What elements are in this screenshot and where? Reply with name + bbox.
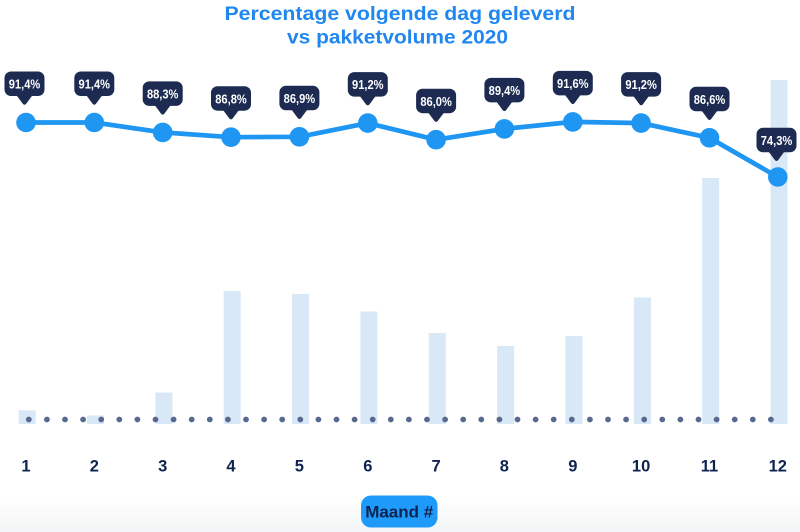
svg-text:6: 6 — [363, 458, 372, 476]
svg-text:8: 8 — [500, 458, 509, 476]
svg-text:1: 1 — [21, 458, 30, 476]
svg-text:11: 11 — [701, 458, 718, 476]
svg-text:86,6%: 86,6% — [694, 92, 726, 107]
svg-text:86,9%: 86,9% — [284, 91, 316, 106]
svg-text:12: 12 — [769, 458, 787, 476]
svg-text:7: 7 — [432, 458, 441, 476]
svg-text:91,4%: 91,4% — [9, 77, 41, 92]
svg-text:9: 9 — [568, 458, 577, 476]
svg-text:4: 4 — [226, 458, 236, 476]
svg-text:88,3%: 88,3% — [147, 87, 179, 102]
svg-text:5: 5 — [295, 458, 304, 476]
svg-text:2: 2 — [90, 458, 99, 476]
svg-text:3: 3 — [158, 458, 167, 476]
svg-text:91,2%: 91,2% — [352, 77, 384, 92]
svg-text:91,4%: 91,4% — [79, 77, 111, 92]
svg-text:74,3%: 74,3% — [761, 133, 793, 148]
svg-text:10: 10 — [632, 458, 650, 476]
svg-text:91,6%: 91,6% — [557, 76, 589, 91]
svg-text:Maand #: Maand # — [365, 503, 434, 522]
svg-text:vs pakketvolume 2020: vs pakketvolume 2020 — [287, 28, 508, 49]
svg-text:89,4%: 89,4% — [489, 83, 521, 98]
svg-text:91,2%: 91,2% — [625, 77, 657, 92]
svg-text:86,0%: 86,0% — [420, 94, 452, 109]
svg-text:86,8%: 86,8% — [215, 91, 247, 106]
svg-text:Percentage volgende dag geleve: Percentage volgende dag geleverd — [225, 4, 576, 25]
